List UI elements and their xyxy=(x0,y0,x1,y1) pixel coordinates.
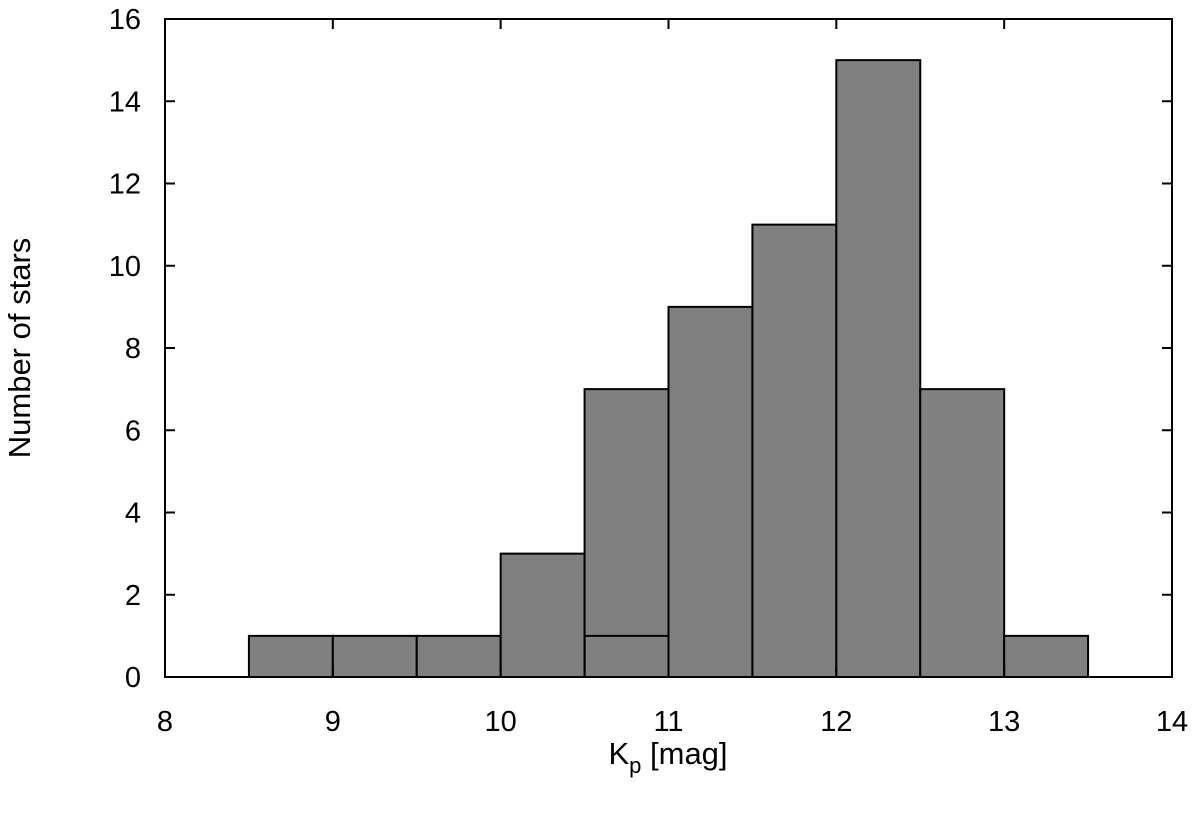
y-tick-label-6: 12 xyxy=(109,169,141,201)
histogram-bar-1 xyxy=(331,634,418,678)
histogram-bar-3 xyxy=(499,552,586,678)
x-axis-label: Kp [mag] xyxy=(608,736,727,778)
y-tick-labels: 0 2 4 6 8 10 12 14 16 xyxy=(109,4,141,694)
y-tick-label-7: 14 xyxy=(109,86,141,118)
y-tick-label-5: 10 xyxy=(109,251,141,283)
x-tick-label-5: 13 xyxy=(988,706,1020,738)
histogram-bar-0 xyxy=(247,634,334,678)
x-axis-label-main: K xyxy=(608,736,629,771)
y-axis-label: Number of stars xyxy=(2,238,37,459)
x-tick-label-6: 14 xyxy=(1156,706,1188,738)
y-tick-label-8: 16 xyxy=(109,4,141,36)
histogram-bar-9 xyxy=(1003,634,1090,678)
x-tick-label-1: 9 xyxy=(325,706,341,738)
y-tick-label-2: 4 xyxy=(125,498,141,530)
bars-group xyxy=(247,59,1090,678)
histogram-bar-7 xyxy=(835,59,922,678)
y-tick-label-1: 2 xyxy=(125,580,141,612)
histogram-bar-5 xyxy=(667,305,754,678)
y-tick-label-0: 0 xyxy=(125,662,141,694)
x-tick-label-2: 10 xyxy=(485,706,517,738)
histogram-bar-6 xyxy=(751,223,838,678)
histogram-bar-4 xyxy=(583,388,670,678)
x-tick-label-4: 12 xyxy=(820,706,852,738)
x-axis-label-unit: [mag] xyxy=(641,736,727,771)
x-tick-label-3: 11 xyxy=(653,706,683,738)
histogram-bar-2 xyxy=(415,634,502,678)
x-tick-labels: 8 9 10 11 12 13 14 xyxy=(157,706,1188,738)
histogram-bar-8 xyxy=(919,388,1006,678)
ticks-group xyxy=(164,18,1173,678)
x-tick-label-0: 8 xyxy=(157,706,173,738)
y-tick-label-4: 8 xyxy=(125,333,141,365)
y-tick-label-3: 6 xyxy=(125,415,141,447)
x-axis-label-subscript: p xyxy=(629,753,641,778)
